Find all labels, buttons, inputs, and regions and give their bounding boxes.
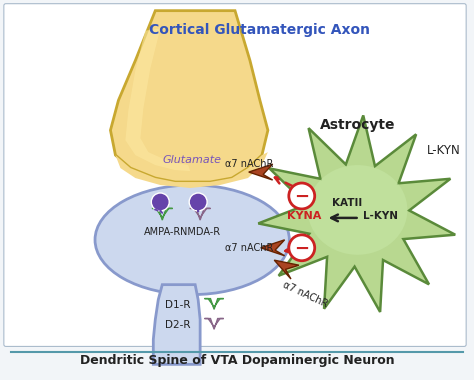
Polygon shape: [261, 240, 284, 256]
Polygon shape: [153, 285, 200, 364]
Ellipse shape: [308, 165, 407, 255]
Polygon shape: [152, 209, 173, 220]
Circle shape: [289, 235, 315, 261]
Text: −: −: [294, 188, 310, 206]
Text: L-KYN: L-KYN: [428, 144, 461, 157]
Text: AMPA-R: AMPA-R: [144, 227, 181, 237]
Text: NMDA-R: NMDA-R: [180, 227, 220, 237]
Polygon shape: [190, 209, 210, 220]
Polygon shape: [204, 299, 224, 309]
Text: D2-R: D2-R: [164, 320, 190, 329]
Text: Dendritic Spine of VTA Dopaminergic Neuron: Dendritic Spine of VTA Dopaminergic Neur…: [80, 354, 394, 367]
Text: α7 nAChR: α7 nAChR: [225, 159, 273, 169]
Text: L-KYN: L-KYN: [363, 211, 398, 221]
Text: KYNA: KYNA: [287, 211, 322, 221]
Text: Cortical Glutamatergic Axon: Cortical Glutamatergic Axon: [149, 23, 370, 36]
Text: α7 nAChR: α7 nAChR: [225, 243, 273, 253]
Polygon shape: [258, 116, 455, 312]
Text: α7 nAChR: α7 nAChR: [281, 280, 329, 309]
Circle shape: [289, 183, 315, 209]
Text: D1-R: D1-R: [164, 299, 190, 310]
Polygon shape: [116, 152, 268, 188]
Polygon shape: [249, 164, 273, 180]
Polygon shape: [204, 318, 224, 329]
Circle shape: [151, 193, 169, 211]
Circle shape: [189, 193, 207, 211]
Ellipse shape: [95, 185, 289, 294]
Text: −: −: [294, 240, 310, 258]
Text: Astrocyte: Astrocyte: [320, 118, 395, 132]
Polygon shape: [274, 260, 299, 279]
Polygon shape: [110, 11, 268, 182]
FancyBboxPatch shape: [4, 4, 466, 347]
Text: Glutamate: Glutamate: [163, 155, 222, 165]
Text: KATII: KATII: [332, 198, 363, 208]
Polygon shape: [126, 28, 190, 171]
